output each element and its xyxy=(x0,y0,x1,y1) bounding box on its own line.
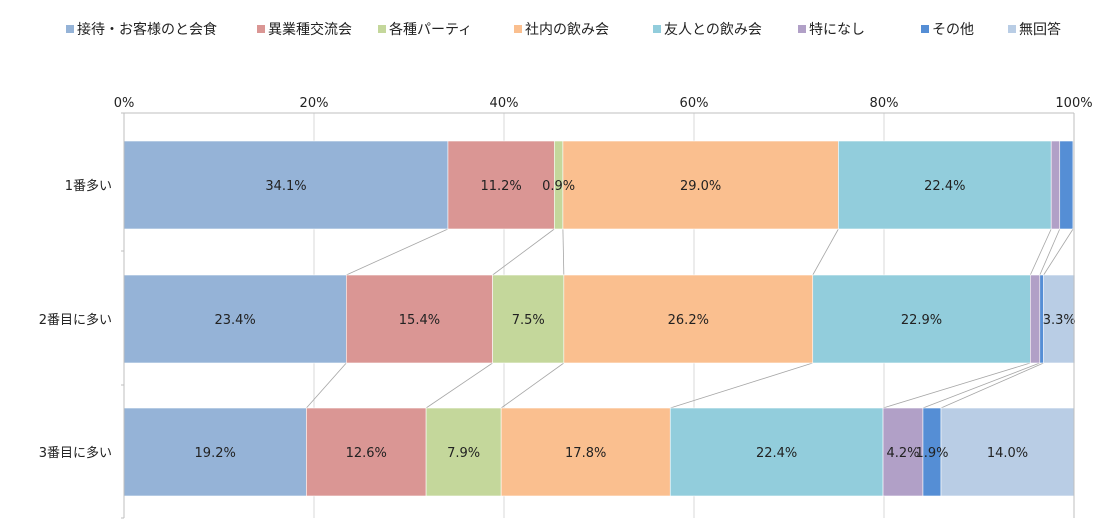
bar-segment xyxy=(563,274,814,364)
legend-swatch xyxy=(257,25,265,33)
series-line xyxy=(940,362,1044,409)
legend-swatch xyxy=(1008,25,1016,33)
bar-segment xyxy=(500,407,671,497)
data-label: 7.5% xyxy=(512,313,545,328)
category-label: 2番目に多い xyxy=(39,312,112,328)
data-label: 11.2% xyxy=(480,179,521,194)
bar-segment xyxy=(345,274,493,364)
data-label: 3.3% xyxy=(1043,313,1076,328)
x-tick-label: 20% xyxy=(300,96,329,111)
data-label: 22.9% xyxy=(901,313,942,328)
bar-segment xyxy=(1059,140,1074,230)
legend-label: 社内の飲み会 xyxy=(525,22,609,38)
series-line xyxy=(492,228,555,276)
legend-label: 接待・お客様のと会食 xyxy=(77,21,217,38)
data-label: 4.2% xyxy=(886,446,919,461)
data-label: 26.2% xyxy=(668,313,709,328)
bar-segment xyxy=(838,140,1052,230)
bar-segment xyxy=(447,140,555,230)
bar-segment xyxy=(669,407,884,497)
data-label: 34.1% xyxy=(265,179,306,194)
series-line xyxy=(1029,228,1052,276)
bar-segment xyxy=(123,407,307,497)
data-label: 19.2% xyxy=(195,446,236,461)
data-label: 22.4% xyxy=(924,179,965,194)
x-axis-ticks: 0% 20% 40% 60% 80% 100% xyxy=(114,96,1093,111)
legend-label: 友人との飲み会 xyxy=(664,22,762,38)
legend-swatch xyxy=(514,25,522,33)
bar-segment xyxy=(492,274,565,364)
bar-segment xyxy=(425,407,502,497)
legend-label: その他 xyxy=(932,22,974,38)
bar-segment xyxy=(562,140,839,230)
series-line xyxy=(346,228,449,276)
bar-segment xyxy=(1030,274,1041,364)
series-line xyxy=(1039,228,1061,276)
bars xyxy=(123,140,1076,497)
series-line xyxy=(562,228,565,276)
data-label: 14.0% xyxy=(987,446,1028,461)
category-label: 1番多い xyxy=(65,178,112,194)
x-tick-label: 80% xyxy=(870,96,899,111)
data-label: 23.4% xyxy=(214,313,255,328)
legend-swatch xyxy=(921,25,929,33)
series-line xyxy=(812,228,839,276)
data-label: 7.9% xyxy=(447,446,480,461)
legend-label: 異業種交流会 xyxy=(268,21,352,38)
bar-segment xyxy=(306,407,427,497)
series-line xyxy=(425,362,493,409)
legend-swatch xyxy=(378,25,386,33)
data-labels: 34.1% 11.2% 0.9% 29.0% 22.4% 23.4% 15.4% 7.5% 26… xyxy=(195,179,1076,461)
series-line xyxy=(1043,228,1074,276)
series-line xyxy=(500,362,565,409)
legend-label: 特になし xyxy=(809,22,865,38)
data-label: 15.4% xyxy=(399,313,440,328)
legend-swatch xyxy=(653,25,661,33)
category-label: 3番目に多い xyxy=(39,445,112,461)
data-label: 1.9% xyxy=(915,446,948,461)
data-label: 29.0% xyxy=(680,179,721,194)
series-line xyxy=(670,362,813,409)
bar-segment xyxy=(123,140,449,230)
series-line xyxy=(882,362,1031,409)
legend: 接待・お客様のと会食 異業種交流会 各種パーティ 社内の飲み会 友人との飲み会 特になし そ… xyxy=(66,21,1061,38)
legend-label: 無回答 xyxy=(1019,21,1061,38)
series-line xyxy=(306,362,347,409)
bar-segment xyxy=(1050,140,1061,230)
legend-swatch xyxy=(66,25,74,33)
data-label: 17.8% xyxy=(565,446,606,461)
data-label: 22.4% xyxy=(756,446,797,461)
bar-segment xyxy=(882,407,924,497)
bar-segment xyxy=(812,274,1031,364)
data-label: 0.9% xyxy=(542,179,575,194)
series-lines xyxy=(306,228,1074,409)
data-label: 12.6% xyxy=(346,446,387,461)
x-tick-label: 40% xyxy=(490,96,519,111)
legend-label: 各種パーティ xyxy=(389,22,472,38)
x-tick-label: 100% xyxy=(1055,96,1092,111)
category-labels: 1番多い 2番目に多い 3番目に多い xyxy=(39,178,112,461)
plot-frame xyxy=(121,112,1075,519)
legend-swatch xyxy=(798,25,806,33)
x-tick-label: 60% xyxy=(680,96,709,111)
bar-segment xyxy=(1043,274,1076,364)
bar-segment xyxy=(940,407,1075,497)
x-tick-label: 0% xyxy=(114,96,135,111)
series-line xyxy=(922,362,1040,409)
